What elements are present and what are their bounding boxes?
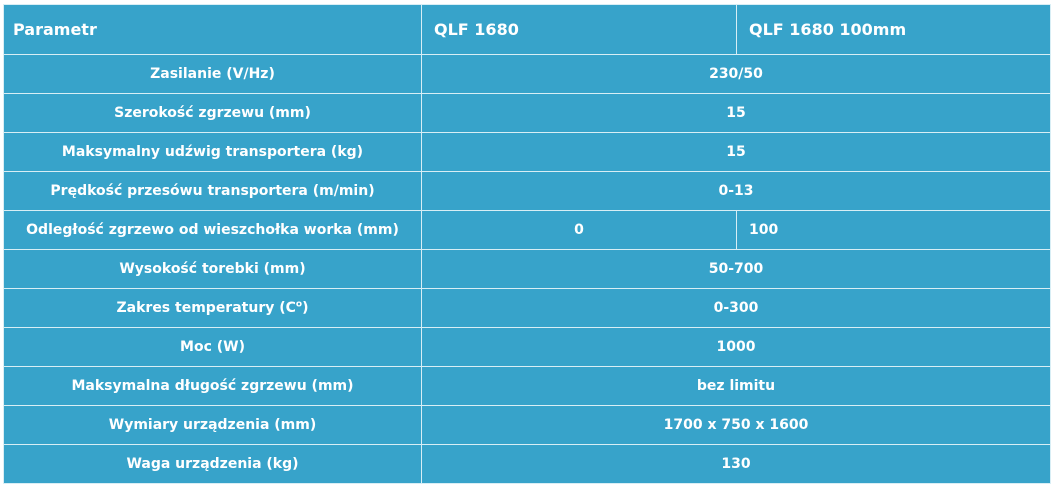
table-row: Wysokość torebki (mm) 50-700 — [3, 249, 1051, 289]
param-value: 15 — [421, 93, 1051, 133]
param-name: Maksymalny udźwig transportera (kg) — [3, 132, 422, 172]
param-name: Zasilanie (V/Hz) — [3, 54, 422, 94]
table-row: Szerokość zgrzewu (mm) 15 — [3, 93, 1051, 133]
table-row: Odległość zgrzewo od wieszchołka worka (… — [3, 210, 1051, 250]
param-value: 230/50 — [421, 54, 1051, 94]
param-value: 0-300 — [421, 288, 1051, 328]
degree-superscript: o — [295, 299, 303, 310]
param-name: Wymiary urządzenia (mm) — [3, 405, 422, 445]
table-row: Moc (W) 1000 — [3, 327, 1051, 367]
table-row: Zakres temperatury (Co) 0-300 — [3, 288, 1051, 328]
param-name: Szerokość zgrzewu (mm) — [3, 93, 422, 133]
specification-table: Parametr QLF 1680 QLF 1680 100mm Zasilan… — [3, 4, 1051, 484]
table-row: Maksymalna długość zgrzewu (mm) bez limi… — [3, 366, 1051, 406]
param-name: Zakres temperatury (Co) — [3, 288, 422, 328]
param-value: bez limitu — [421, 366, 1051, 406]
param-name: Moc (W) — [3, 327, 422, 367]
header-model-qlf-1680-100mm: QLF 1680 100mm — [736, 4, 1051, 55]
table-row: Wymiary urządzenia (mm) 1700 x 750 x 160… — [3, 405, 1051, 445]
table-row: Maksymalny udźwig transportera (kg) 15 — [3, 132, 1051, 172]
param-name: Wysokość torebki (mm) — [3, 249, 422, 289]
header-row: Parametr QLF 1680 QLF 1680 100mm — [3, 4, 1051, 55]
header-parameter: Parametr — [3, 4, 422, 55]
param-value: 1700 x 750 x 1600 — [421, 405, 1051, 445]
param-value: 0-13 — [421, 171, 1051, 211]
param-name: Odległość zgrzewo od wieszchołka worka (… — [3, 210, 422, 250]
table-row: Prędkość przesówu transportera (m/min) 0… — [3, 171, 1051, 211]
param-name-suffix: ) — [302, 300, 309, 316]
param-value-qlf-1680: 0 — [421, 210, 737, 250]
param-value: 50-700 — [421, 249, 1051, 289]
param-value: 15 — [421, 132, 1051, 172]
table-row: Waga urządzenia (kg) 130 — [3, 444, 1051, 484]
param-name: Waga urządzenia (kg) — [3, 444, 422, 484]
param-name: Prędkość przesówu transportera (m/min) — [3, 171, 422, 211]
header-model-qlf-1680: QLF 1680 — [421, 4, 737, 55]
param-name: Maksymalna długość zgrzewu (mm) — [3, 366, 422, 406]
param-value: 1000 — [421, 327, 1051, 367]
param-value: 130 — [421, 444, 1051, 484]
table-row: Zasilanie (V/Hz) 230/50 — [3, 54, 1051, 94]
param-name-prefix: Zakres temperatury (C — [116, 300, 296, 316]
param-value-qlf-1680-100mm: 100 — [736, 210, 1051, 250]
